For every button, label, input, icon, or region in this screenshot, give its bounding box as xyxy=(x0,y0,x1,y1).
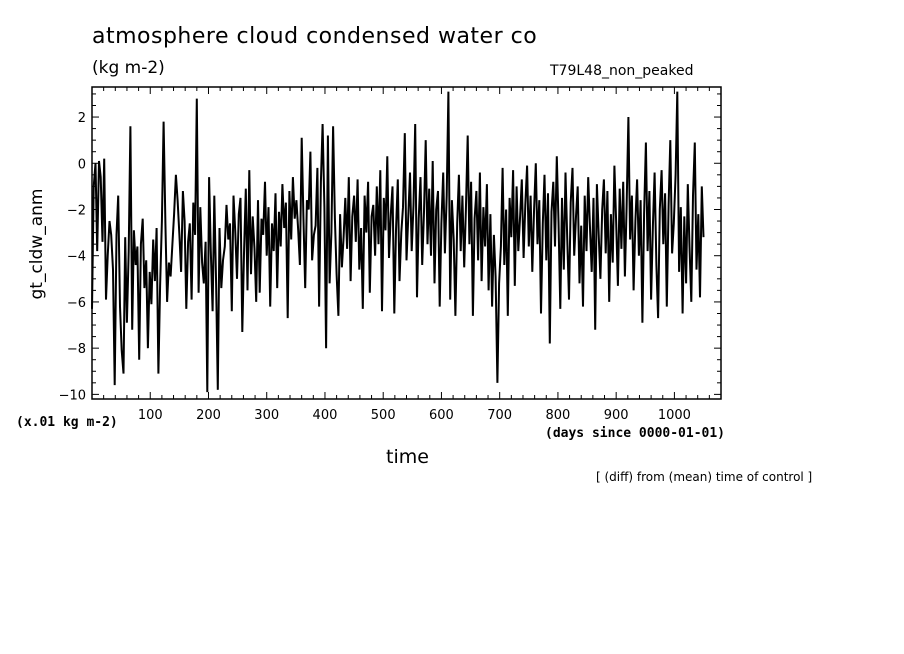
x-tick-label: 300 xyxy=(254,408,279,423)
y-tick-label: −2 xyxy=(67,203,86,218)
x-tick-label: 700 xyxy=(487,408,512,423)
chart-units: (kg m-2) xyxy=(92,58,165,78)
x-axis-label: time xyxy=(386,446,429,468)
y-tick-label: 0 xyxy=(78,157,86,172)
y-tick-label: −8 xyxy=(67,342,86,357)
x-tick-label: 100 xyxy=(138,408,163,423)
x-tick-label: 600 xyxy=(429,408,454,423)
y-tick-label: −10 xyxy=(59,388,86,403)
x-tick-label: 800 xyxy=(546,408,571,423)
method-annotation: [ (diff) from (mean) time of control ] xyxy=(596,470,813,484)
y-tick-label: −4 xyxy=(67,250,86,265)
x-tick-label: 400 xyxy=(313,408,338,423)
x-tick-label: 200 xyxy=(196,408,221,423)
run-name: T79L48_non_peaked xyxy=(550,63,694,79)
y-scale-note: (x.01 kg m-2) xyxy=(16,415,118,430)
series-line-gt_cldw_anm xyxy=(91,91,705,393)
y-axis-label: gt_cldw_anm xyxy=(27,188,47,300)
y-tick-label: −6 xyxy=(67,296,86,311)
x-tick-label: 1000 xyxy=(658,408,691,423)
chart-title: atmosphere cloud condensed water co xyxy=(92,24,538,49)
x-axis-units: (days since 0000-01-01) xyxy=(545,426,726,441)
y-tick-label: 2 xyxy=(78,111,86,126)
x-tick-label: 500 xyxy=(371,408,396,423)
plot-area: 100 200 300 400 500 600 700 800 900 1000 2 0 −2 −4 −6 −… xyxy=(59,86,722,423)
x-tick-label: 900 xyxy=(604,408,629,423)
